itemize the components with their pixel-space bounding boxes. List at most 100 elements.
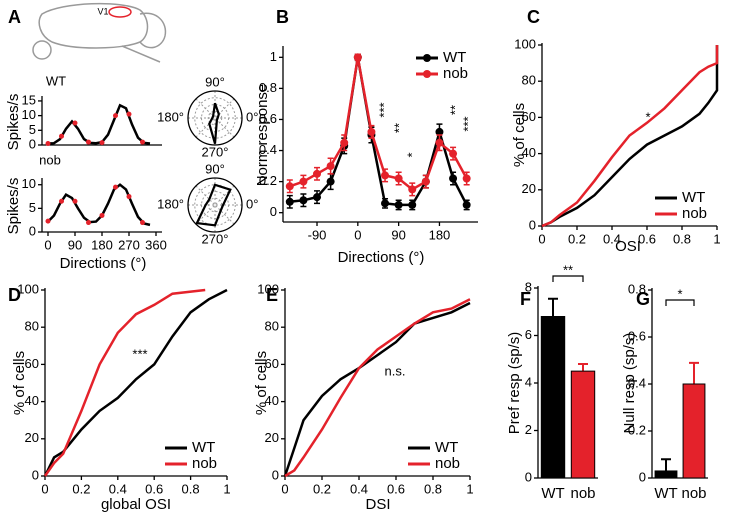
marker — [326, 177, 335, 186]
polar-ring — [194, 184, 236, 226]
x-tick-label: 0 — [44, 237, 51, 252]
y-axis-label: % of cells — [511, 103, 528, 167]
series-line — [284, 298, 471, 478]
marker — [340, 138, 349, 147]
data-point — [72, 120, 78, 126]
bar — [682, 383, 706, 479]
marker — [408, 200, 417, 209]
y-tick-label: 0 — [270, 204, 277, 219]
marker — [285, 182, 294, 191]
marker — [449, 174, 458, 183]
y-axis-label: % of cells — [253, 351, 270, 415]
y-tick-label: 80 — [25, 319, 39, 334]
y-tick-label: 60 — [522, 109, 536, 124]
marker — [462, 174, 471, 183]
x-tick-label: 270 — [118, 237, 140, 252]
data-point — [113, 113, 118, 119]
x-tick-label: 180 — [429, 227, 451, 242]
marker — [408, 185, 417, 194]
polar-spoke — [195, 98, 235, 138]
polar-ring — [194, 97, 236, 139]
x-axis-label: DSI — [365, 496, 390, 513]
data-point — [99, 140, 105, 146]
plot-title: WT — [46, 73, 66, 88]
bar — [654, 470, 678, 479]
angle-label: 90° — [205, 161, 225, 176]
y-tick-label: 0.6 — [628, 328, 646, 343]
x-tick-label: 360 — [145, 237, 167, 252]
panel-label: G — [636, 289, 650, 309]
x-tick-label: 0 — [354, 227, 361, 242]
data-point — [126, 194, 132, 200]
brain-schematic — [32, 2, 167, 63]
y-tick-label: 60 — [265, 356, 279, 371]
y-tick-label: 0.2 — [628, 422, 646, 437]
x-tick-label: 0.8 — [424, 481, 442, 496]
data-point — [113, 184, 118, 190]
x-tick-label: 0.6 — [387, 481, 405, 496]
y-tick-label: 80 — [522, 73, 536, 88]
y-tick-label: 0.8 — [259, 80, 277, 95]
x-tick-label: 1 — [466, 481, 473, 496]
legend-label: WT — [443, 49, 466, 66]
x-tick-label: 0.4 — [350, 481, 368, 496]
x-tick-label: 0.4 — [603, 231, 621, 246]
annotation: *** — [376, 102, 391, 117]
y-tick-label: 15 — [22, 92, 36, 107]
y-tick-label: 0 — [29, 223, 36, 238]
legend-label: WT — [435, 439, 458, 456]
y-axis-label: Spikes/s — [5, 94, 22, 151]
data-point — [86, 139, 91, 145]
marker — [381, 171, 390, 180]
annotation: *** — [460, 116, 475, 131]
data-point — [86, 220, 91, 226]
marker — [462, 200, 471, 209]
x-tick-label: 0 — [538, 231, 545, 246]
significance-bracket — [552, 275, 584, 282]
marker — [313, 193, 322, 202]
annotation: *** — [132, 346, 147, 361]
marker — [326, 162, 335, 171]
marker — [353, 53, 362, 62]
y-tick-label: 0.4 — [628, 375, 646, 390]
x-tick-label: 1 — [713, 231, 720, 246]
y-tick-label: 40 — [522, 145, 536, 160]
polar-spoke — [195, 185, 235, 225]
annotation: ** — [563, 262, 573, 277]
series-line — [43, 288, 228, 477]
marker — [299, 196, 308, 205]
y-tick-label: 0.6 — [259, 111, 277, 126]
x-tick-label: 0.2 — [568, 231, 586, 246]
data-point — [72, 198, 78, 204]
tuning-polygon — [208, 102, 220, 145]
y-tick-label: 0 — [525, 469, 532, 484]
x-axis-label: Directions (°) — [338, 249, 425, 266]
annotation: * — [677, 286, 682, 301]
angle-label: 90° — [205, 74, 225, 89]
marker — [449, 149, 458, 158]
data-point — [140, 139, 145, 145]
y-axis-label: Pref resp (sp/s) — [506, 332, 523, 435]
y-tick-label: 0 — [529, 217, 536, 232]
error-bar — [661, 458, 671, 471]
error-bar — [548, 297, 558, 317]
series-line — [47, 103, 151, 145]
y-tick-label: 5 — [29, 200, 36, 215]
tuning-polygon — [195, 183, 232, 227]
data-point — [45, 141, 51, 147]
legend-label: nob — [192, 455, 217, 472]
x-axis-label: OSI — [615, 238, 641, 255]
x-tick-label: -90 — [308, 227, 327, 242]
x-tick-label: nob — [681, 485, 706, 502]
y-tick-label: 60 — [25, 356, 39, 371]
y-tick-label: 10 — [22, 107, 36, 122]
polar-spoke — [195, 98, 235, 138]
y-axis-label: Null resp (sp/s) — [621, 333, 638, 434]
annotation: n.s. — [385, 363, 406, 378]
x-tick-label: nob — [570, 485, 595, 502]
panel-label: B — [276, 7, 289, 27]
y-tick-label: 20 — [522, 181, 536, 196]
angle-label: 0° — [246, 196, 258, 211]
y-tick-label: 100 — [514, 36, 536, 51]
